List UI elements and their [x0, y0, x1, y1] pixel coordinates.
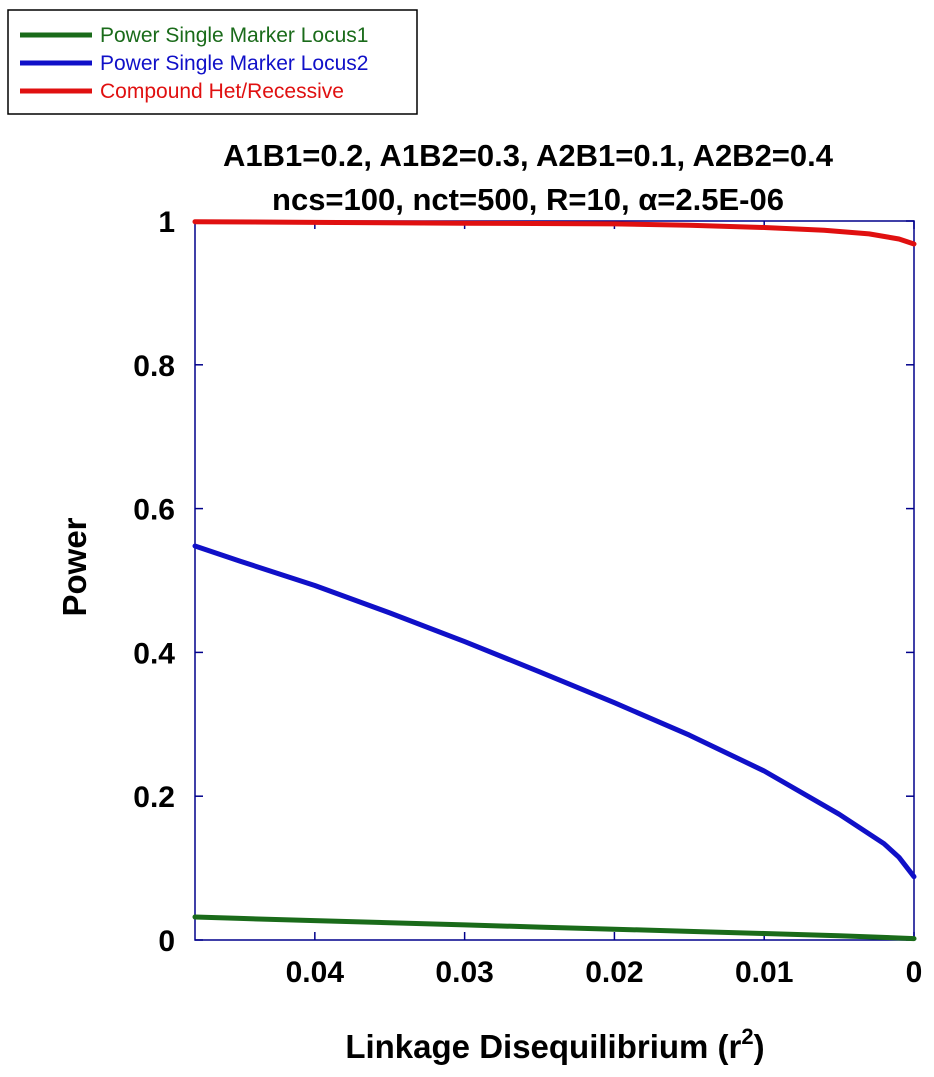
y-axis-label: Power: [56, 517, 93, 616]
y-tick-label: 0.4: [133, 637, 175, 670]
series-line-2: [192, 543, 917, 880]
x-tick-label: 0.03: [435, 956, 493, 989]
x-axis-label-close: ): [754, 1028, 765, 1065]
legend-label: Power Single Marker Locus2: [100, 52, 368, 75]
y-tick-label: 0.6: [133, 494, 175, 527]
x-tick-label: 0.02: [585, 956, 643, 989]
x-axis-label-main: Linkage Disequilibrium (r: [345, 1028, 741, 1065]
legend-label: Power Single Marker Locus1: [100, 24, 368, 47]
legend: Power Single Marker Locus1 Power Single M…: [7, 9, 418, 115]
y-tick-label: 1: [158, 206, 175, 239]
x-axis-label-sup: 2: [741, 1024, 753, 1049]
plot-area-frame: [194, 220, 915, 941]
chart-title-line-1: A1B1=0.2, A1B2=0.3, A2B1=0.1, A2B2=0.4: [223, 138, 834, 173]
y-tick-label: 0.8: [133, 350, 175, 383]
series-line-1: [192, 914, 917, 942]
x-axis-label: Linkage Disequilibrium (r2): [345, 1024, 764, 1065]
x-tick-label: 0: [906, 956, 923, 989]
x-tick-label: 0.04: [286, 956, 345, 989]
legend-label: Compound Het/Recessive: [100, 80, 344, 103]
chart-title-line-2: ncs=100, nct=500, R=10, α=2.5E-06: [272, 182, 784, 217]
y-tick-label: 0.2: [133, 781, 175, 814]
series-line-3: [192, 219, 917, 247]
y-tick-label: 0: [158, 925, 175, 958]
x-tick-label: 0.01: [735, 956, 793, 989]
